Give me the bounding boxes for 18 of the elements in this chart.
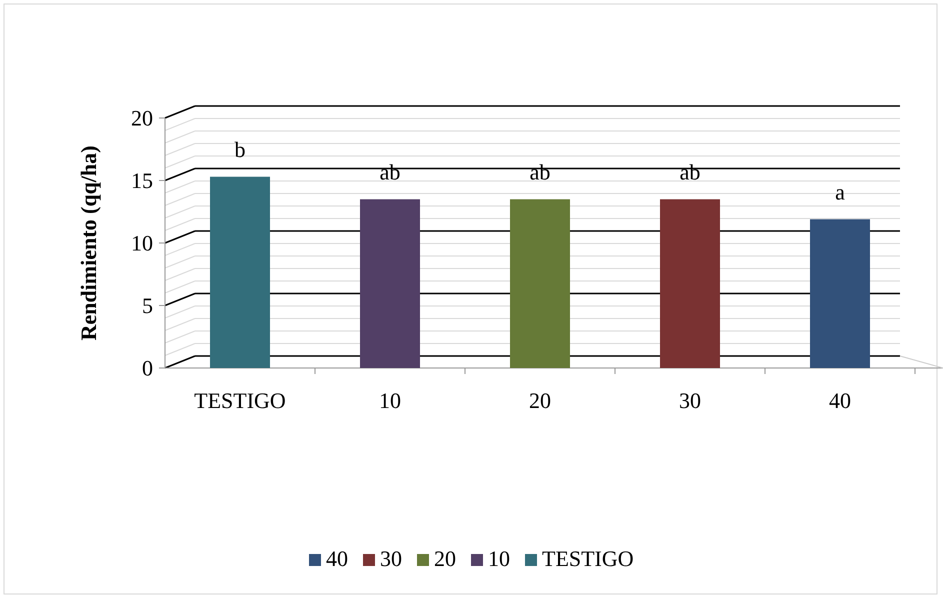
legend-label: 40	[326, 546, 348, 571]
x-tick-label: 40	[829, 388, 851, 413]
legend-label: 10	[488, 546, 510, 571]
legend-label: 20	[434, 546, 456, 571]
x-tick-label: 10	[379, 388, 401, 413]
annotation: b	[234, 136, 246, 162]
legend-label: TESTIGO	[542, 546, 634, 571]
x-tick-label: 20	[529, 388, 551, 413]
y-tick-label: 10	[131, 230, 153, 256]
y-tick-label: 0	[142, 356, 153, 381]
annotation: a	[835, 179, 846, 204]
y-tick-label: 15	[131, 168, 153, 194]
x-tick-label: TESTIGO	[194, 388, 286, 413]
y-tick-label: 20	[131, 106, 153, 131]
legend-label: 30	[380, 546, 402, 571]
y-axis-title: Rendimiento (qq/ha)	[76, 146, 101, 340]
x-tick-label: 30	[679, 388, 701, 413]
y-tick-label: 5	[142, 293, 153, 318]
